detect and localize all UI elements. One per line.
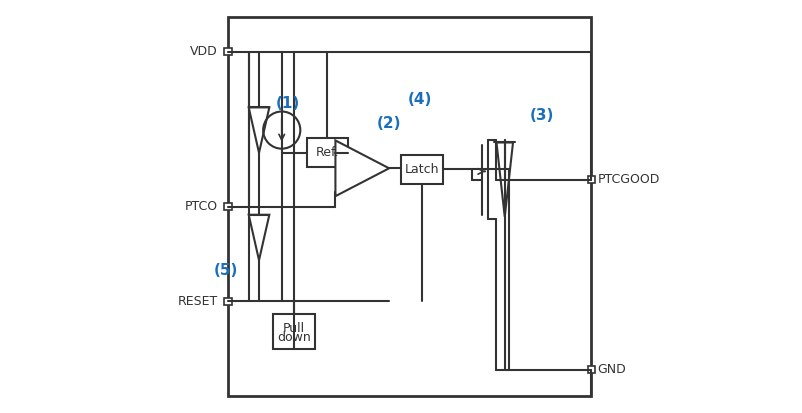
Text: RESET: RESET (177, 295, 217, 308)
Text: Ref.: Ref. (315, 146, 338, 159)
Polygon shape (249, 215, 269, 260)
Bar (587, 366, 594, 373)
Polygon shape (496, 142, 512, 217)
Text: down: down (277, 331, 310, 344)
Text: Pull: Pull (282, 322, 305, 335)
Bar (224, 203, 232, 210)
Text: GND: GND (597, 363, 626, 376)
Text: PTCGOOD: PTCGOOD (597, 173, 659, 186)
Text: (2): (2) (376, 116, 401, 131)
Text: (1): (1) (275, 96, 300, 111)
Text: VDD: VDD (190, 45, 217, 58)
Bar (401, 155, 442, 184)
Text: (4): (4) (407, 92, 431, 107)
Bar (224, 48, 232, 55)
Bar (273, 314, 314, 349)
Bar (306, 138, 347, 167)
Polygon shape (335, 140, 389, 196)
Text: PTCO: PTCO (184, 200, 217, 213)
Bar (228, 17, 591, 396)
Text: (3): (3) (529, 108, 553, 123)
Bar (587, 176, 594, 183)
Bar (224, 298, 232, 305)
Polygon shape (249, 107, 269, 153)
Text: (5): (5) (213, 263, 238, 278)
Text: Latch: Latch (404, 163, 439, 176)
